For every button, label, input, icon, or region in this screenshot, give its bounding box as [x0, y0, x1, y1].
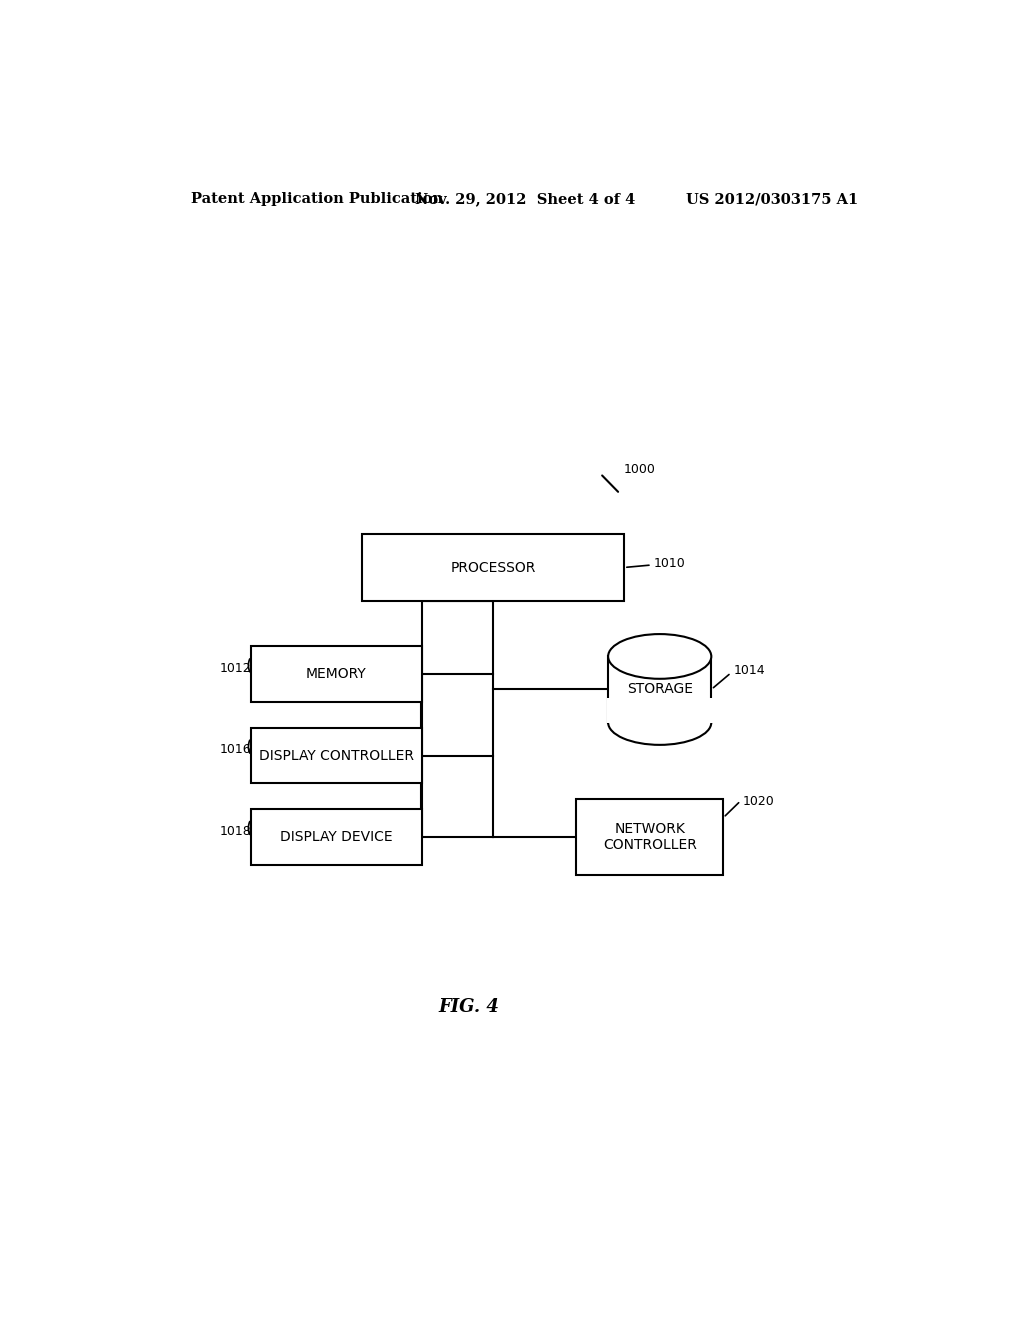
FancyBboxPatch shape [251, 647, 422, 702]
Text: 1000: 1000 [624, 463, 656, 477]
Text: DISPLAY CONTROLLER: DISPLAY CONTROLLER [259, 748, 414, 763]
FancyBboxPatch shape [362, 535, 624, 601]
Text: 1010: 1010 [654, 557, 686, 570]
Text: STORAGE: STORAGE [627, 682, 692, 697]
FancyBboxPatch shape [251, 809, 422, 865]
Text: 1020: 1020 [742, 795, 774, 808]
FancyBboxPatch shape [577, 799, 723, 875]
Text: 1018: 1018 [219, 825, 251, 838]
Text: PROCESSOR: PROCESSOR [451, 561, 536, 574]
Ellipse shape [608, 634, 712, 678]
Text: 1012: 1012 [219, 663, 251, 675]
Ellipse shape [608, 700, 712, 744]
Text: FIG. 4: FIG. 4 [439, 998, 500, 1016]
Text: MEMORY: MEMORY [306, 667, 367, 681]
Text: Nov. 29, 2012  Sheet 4 of 4: Nov. 29, 2012 Sheet 4 of 4 [415, 191, 635, 206]
Bar [606, 698, 713, 722]
Text: 1014: 1014 [733, 664, 765, 677]
Text: NETWORK
CONTROLLER: NETWORK CONTROLLER [603, 822, 696, 851]
Text: US 2012/0303175 A1: US 2012/0303175 A1 [686, 191, 858, 206]
Bar [608, 656, 712, 722]
Text: 1016: 1016 [219, 743, 251, 756]
Text: DISPLAY DEVICE: DISPLAY DEVICE [280, 830, 392, 843]
FancyBboxPatch shape [251, 727, 422, 784]
Text: Patent Application Publication: Patent Application Publication [191, 191, 443, 206]
